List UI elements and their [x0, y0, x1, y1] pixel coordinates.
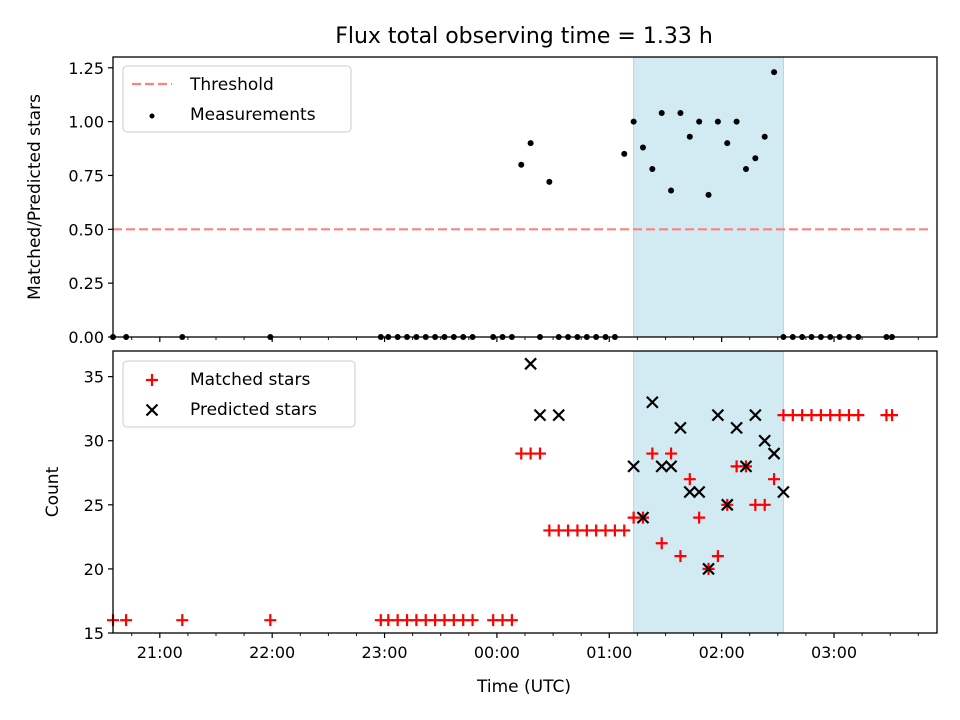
y-tick-label: 1.25 — [68, 59, 104, 78]
y-axis-label: Matched/Predicted stars — [25, 94, 45, 300]
y-tick-label: 0.50 — [68, 220, 104, 239]
matched-star-marker — [533, 447, 546, 460]
measurement-point — [742, 166, 749, 172]
y-tick-label: 25 — [84, 496, 104, 515]
measurement-point — [705, 191, 712, 198]
y-tick-label: 0.00 — [68, 328, 104, 347]
y-axis-label: Count — [43, 466, 63, 517]
legend-predicted-swatch — [145, 403, 159, 417]
highlight-span — [633, 350, 784, 634]
matched-star-marker — [852, 409, 865, 422]
matched-star-marker — [646, 447, 659, 460]
chart-title: Flux total observing time = 1.33 h — [335, 24, 713, 49]
matched-star-marker — [693, 511, 706, 524]
y-tick-label: 0.75 — [68, 166, 104, 185]
measurement-point — [639, 144, 646, 151]
measurement-point — [771, 69, 778, 76]
x-tick-label: 21:00 — [137, 643, 183, 662]
predicted-star-marker — [674, 421, 687, 435]
legend-label: Predicted stars — [190, 400, 317, 420]
matched-star-marker — [655, 537, 668, 550]
x-tick-label: 22:00 — [249, 643, 295, 662]
predicted-star-marker — [636, 511, 650, 524]
y-tick-label: 35 — [84, 368, 104, 387]
legend-box — [122, 65, 352, 133]
y-tick-label: 1.00 — [68, 113, 104, 132]
matched-star-marker — [505, 614, 518, 627]
star-count-panel: 15 20 25 30 35 21:00 22:00 23:00 00:00 01:00 02:00… — [43, 350, 938, 662]
y-tick-label: 15 — [84, 624, 104, 643]
predicted-star-marker — [552, 408, 565, 422]
matched-star-marker — [683, 473, 696, 486]
legend-label: Measurements — [190, 105, 316, 125]
matched-star-marker — [711, 550, 724, 563]
measurement-point — [733, 118, 740, 125]
legend-label: Threshold — [189, 75, 274, 95]
predicted-star-marker — [655, 460, 668, 473]
predicted-star-marker — [524, 357, 537, 371]
measurement-point — [649, 166, 656, 172]
predicted-star-marker — [739, 460, 753, 473]
measurement-point — [761, 133, 768, 140]
matched-star-marker — [466, 614, 479, 627]
matched-star-marker — [758, 498, 771, 511]
matched-star-marker — [264, 614, 277, 627]
x-tick-label: 02:00 — [699, 643, 745, 662]
y-tick-label: 0.25 — [68, 274, 104, 293]
predicted-star-marker — [533, 408, 547, 422]
predicted-star-marker — [683, 485, 697, 499]
measurement-point — [518, 161, 525, 168]
x-tick-label: 00:00 — [474, 643, 520, 662]
measurement-point — [527, 140, 534, 147]
measurement-point — [630, 118, 637, 125]
legend-matched-swatch — [146, 374, 158, 386]
predicted-star-marker — [749, 408, 762, 422]
predicted-star-marker — [646, 395, 659, 409]
matched-star-marker — [618, 524, 631, 537]
predicted-star-marker — [664, 460, 678, 473]
predicted-star-marker — [730, 421, 743, 435]
y-tick-label: 30 — [84, 432, 104, 451]
measurement-point — [724, 140, 731, 147]
measurement-ratio-panel: 0.00 0.25 0.50 0.75 1.00 1.25 Matched/Predicte… — [25, 56, 938, 347]
measurement-point — [752, 155, 759, 162]
measurement-point — [658, 110, 665, 116]
predicted-star-marker — [758, 434, 771, 448]
matched-star-marker — [886, 409, 899, 422]
matched-star-marker — [120, 614, 133, 627]
predicted-star-marker — [627, 460, 640, 473]
predicted-star-marker — [711, 408, 725, 422]
legend-measurement-swatch — [149, 113, 155, 119]
measurement-point — [686, 133, 693, 140]
legend-box — [122, 360, 356, 428]
matched-star-marker — [768, 473, 781, 486]
measurement-point — [714, 118, 721, 125]
matched-star-marker — [674, 550, 687, 563]
x-tick-label: 23:00 — [361, 643, 407, 662]
measurement-point — [696, 118, 703, 125]
measurement-point — [668, 187, 675, 194]
x-tick-label: 01:00 — [586, 643, 632, 662]
predicted-star-marker — [720, 498, 734, 512]
matched-star-marker — [176, 614, 189, 627]
x-axis-label: Time (UTC) — [476, 677, 571, 697]
predicted-star-marker — [767, 447, 781, 460]
measurement-point — [621, 150, 628, 157]
matched-star-marker — [665, 447, 678, 460]
x-tick-label: 03:00 — [811, 643, 857, 662]
measurement-point — [677, 110, 684, 116]
legend-label: Matched stars — [190, 370, 310, 390]
predicted-star-marker — [777, 485, 790, 499]
y-tick-label: 20 — [84, 560, 104, 579]
predicted-star-marker — [692, 485, 706, 499]
predicted-star-marker — [702, 562, 715, 576]
measurement-point — [546, 178, 553, 185]
